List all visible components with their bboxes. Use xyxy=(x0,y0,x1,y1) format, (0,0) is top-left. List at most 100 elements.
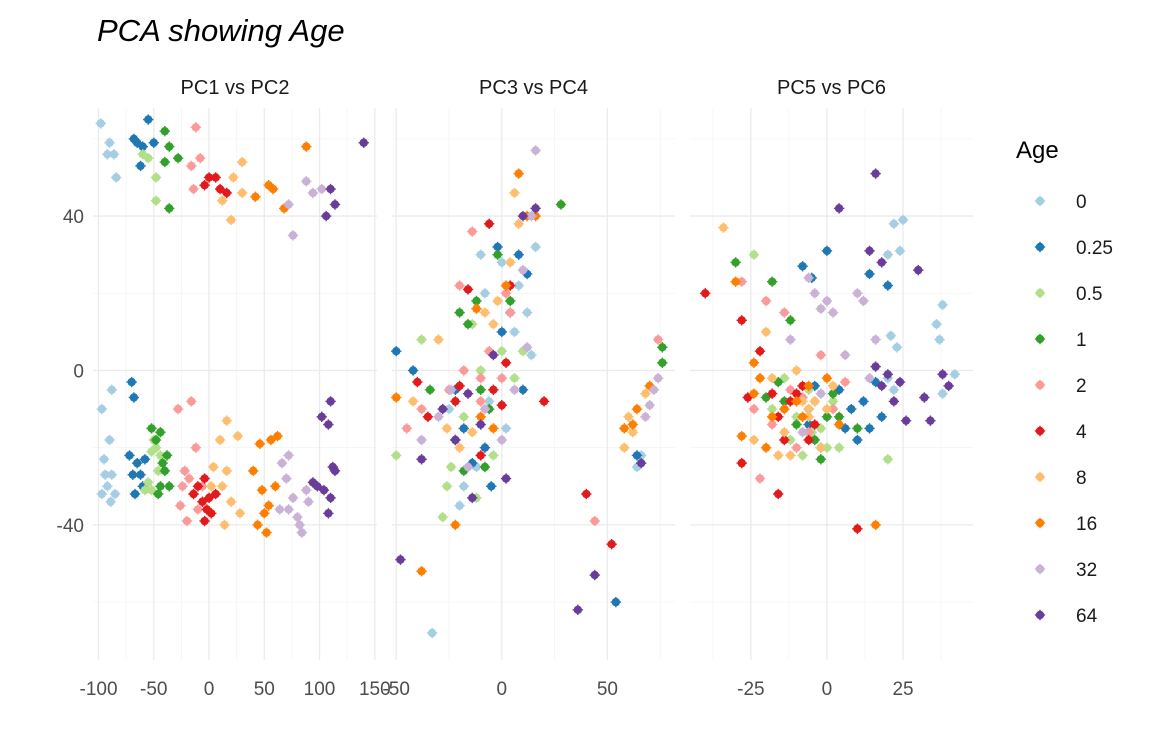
data-point xyxy=(177,481,188,492)
data-point xyxy=(803,272,814,284)
data-point xyxy=(937,369,948,380)
data-point xyxy=(462,461,474,473)
data-point xyxy=(458,365,470,376)
data-point xyxy=(833,419,845,430)
panel-pc3-vs-pc4: PC3 vs PC4 -50 0 50 xyxy=(382,77,675,700)
data-point xyxy=(779,403,790,415)
data-point xyxy=(312,481,323,492)
data-point xyxy=(513,218,524,230)
data-point xyxy=(748,357,760,368)
data-point xyxy=(450,434,461,446)
data-point xyxy=(870,361,881,372)
data-point xyxy=(190,122,201,133)
data-point xyxy=(779,427,790,438)
x-tick-label: 25 xyxy=(892,679,913,700)
data-point xyxy=(150,434,162,446)
legend-label: 8 xyxy=(1076,468,1087,489)
legend-entry-16: 16 xyxy=(1034,514,1097,535)
panel-title: PC1 vs PC2 xyxy=(181,77,290,99)
data-point xyxy=(827,380,839,392)
legend-key xyxy=(1034,425,1046,437)
legend-key xyxy=(1034,241,1046,253)
data-point xyxy=(589,515,600,527)
data-point xyxy=(791,419,802,430)
data-point xyxy=(833,442,845,453)
data-point xyxy=(467,492,478,504)
data-point xyxy=(931,318,942,330)
data-point xyxy=(513,249,524,260)
data-point xyxy=(479,307,491,318)
data-point xyxy=(827,403,839,415)
data-point xyxy=(159,125,171,137)
data-point xyxy=(509,326,520,338)
data-point xyxy=(943,380,954,392)
data-point xyxy=(839,423,851,434)
data-point xyxy=(748,434,760,446)
data-point xyxy=(888,396,900,407)
series-age-64 xyxy=(307,137,369,519)
data-point xyxy=(530,145,541,156)
data-point xyxy=(192,504,204,515)
data-point xyxy=(143,477,154,488)
data-point xyxy=(462,318,474,330)
data-point xyxy=(301,176,312,187)
legend-key xyxy=(1034,379,1046,391)
x-tick-label: 100 xyxy=(304,679,336,700)
data-point xyxy=(803,434,814,446)
data-point xyxy=(766,276,778,287)
legend-label: 0 xyxy=(1076,192,1087,213)
data-point xyxy=(467,226,478,237)
x-tick-label: -25 xyxy=(737,679,764,700)
data-point xyxy=(891,342,903,353)
data-point xyxy=(124,450,135,461)
data-point xyxy=(530,241,541,253)
data-point xyxy=(483,218,495,230)
data-point xyxy=(234,508,246,519)
data-point xyxy=(852,423,863,434)
data-point xyxy=(900,415,912,426)
legend: Age 0 0.25 0.5 1 2 4 8 16 32 64 xyxy=(1016,137,1113,627)
data-point xyxy=(870,168,881,179)
legend-entry-0: 0 xyxy=(1034,192,1087,213)
data-point xyxy=(505,295,516,307)
data-point xyxy=(164,481,175,492)
data-point xyxy=(424,384,436,395)
data-point xyxy=(815,303,827,314)
data-point xyxy=(815,454,827,465)
series-age-32 xyxy=(274,176,327,538)
x-tick-label: 50 xyxy=(597,679,618,700)
data-point xyxy=(766,388,778,399)
data-point xyxy=(894,245,906,257)
data-point xyxy=(925,415,936,426)
data-point xyxy=(505,307,516,318)
data-point xyxy=(833,203,845,214)
data-point xyxy=(283,199,294,210)
data-point xyxy=(500,473,512,484)
data-point xyxy=(779,434,790,446)
data-point xyxy=(496,345,508,357)
data-point xyxy=(199,473,210,484)
data-point xyxy=(221,415,232,426)
data-point xyxy=(475,249,486,260)
data-point xyxy=(486,481,497,492)
data-point xyxy=(488,384,499,395)
legend-key xyxy=(1034,333,1046,345)
data-point xyxy=(864,373,875,384)
data-point xyxy=(316,183,327,195)
data-point xyxy=(657,342,668,353)
data-point xyxy=(159,156,171,168)
data-point xyxy=(730,276,741,287)
data-point xyxy=(809,396,820,407)
data-point xyxy=(517,264,529,276)
data-point xyxy=(631,450,643,461)
data-point xyxy=(846,403,857,415)
data-point xyxy=(509,384,520,395)
data-point xyxy=(155,481,166,492)
data-point xyxy=(897,214,909,226)
series-age-16 xyxy=(391,168,655,577)
series-age-8 xyxy=(206,156,248,531)
data-point xyxy=(509,373,520,384)
data-point xyxy=(475,365,486,376)
data-point xyxy=(458,423,470,434)
data-point xyxy=(870,519,881,531)
